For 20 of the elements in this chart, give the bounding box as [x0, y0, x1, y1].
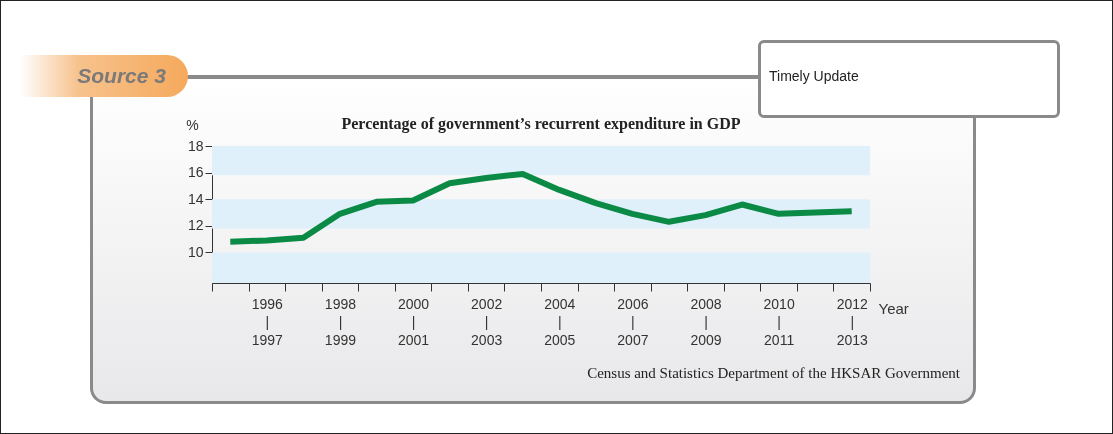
x-tick-label: 2000 | 2001 — [397, 295, 430, 348]
y-tick-label: 14 — [187, 190, 204, 207]
x-tick-label: 1996 | 1997 — [251, 295, 284, 348]
x-axis-title: Year — [878, 299, 909, 317]
y-tick-label: 18 — [187, 137, 204, 154]
y-tick-label: 10 — [187, 243, 204, 260]
x-tick-label: 1998 | 1999 — [324, 295, 357, 348]
x-tick-label: 2012 | 2013 — [836, 295, 868, 348]
x-tick-label: 2002 | 2003 — [471, 295, 503, 348]
x-tick-label: 2004 | 2005 — [544, 295, 576, 348]
text: Timely Update — [769, 68, 859, 84]
x-tick-label: 2006 | 2007 — [617, 295, 649, 348]
y-axis-title: % — [186, 116, 199, 133]
text: Census and Statistics Department of the HKSAR Government — [587, 365, 960, 382]
y-tick-label: 16 — [187, 164, 204, 181]
source-note: Source 3 — [77, 63, 167, 89]
y-tick-label: 12 — [187, 217, 204, 234]
chart-title: Percentage of government’s recurrent expenditure in GDP — [341, 115, 741, 133]
x-tick-label: 2008 | 2009 — [690, 295, 722, 348]
x-tick-label: 2010 | 2011 — [763, 295, 795, 348]
